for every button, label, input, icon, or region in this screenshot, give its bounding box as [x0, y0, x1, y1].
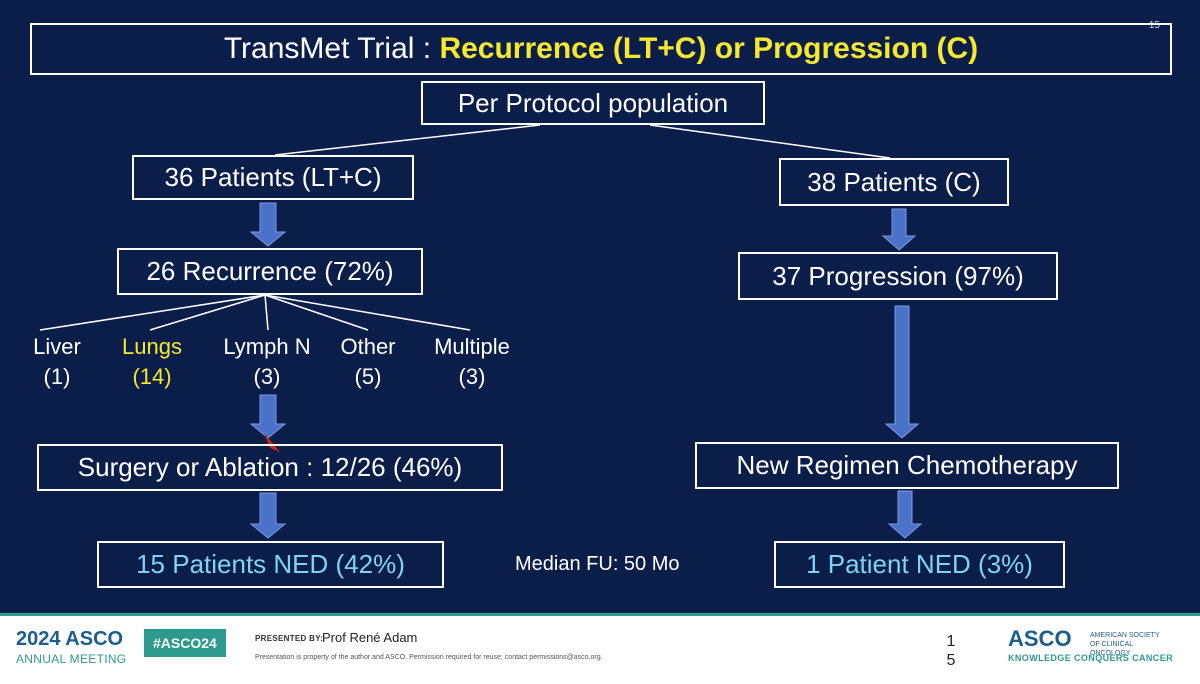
connector-liver: [39, 294, 266, 331]
pointer-cursor-icon: [264, 433, 280, 452]
site-other-count: (5): [354, 363, 382, 389]
title-prefix: TransMet Trial :: [223, 32, 440, 65]
site-multiple-count: (3): [458, 363, 486, 389]
site-lungs: Lungs (14): [112, 332, 192, 391]
site-multiple-name: Multiple: [434, 334, 510, 359]
connector-root-right: [649, 124, 891, 159]
progression-box: 37 Progression (97%): [738, 252, 1058, 300]
left-ned-box: 15 Patients NED (42%): [97, 541, 444, 588]
site-lungs-name: Lungs: [122, 334, 182, 359]
site-lungs-count: (14): [132, 363, 172, 389]
recurrence-box: 26 Recurrence (72%): [117, 248, 423, 295]
asco-meeting-year: 2024 ASCO: [16, 628, 124, 650]
society-name: AMERICAN SOCIETY OF CLINICAL ONCOLOGY: [1090, 632, 1160, 657]
site-lymph: Lymph N (3): [212, 332, 322, 391]
annual-meeting-label: ANNUAL MEETING: [16, 652, 127, 666]
page-number: 15: [946, 633, 956, 670]
arrow-patients-to-recurrence: [249, 202, 287, 247]
root-box: Per Protocol population: [421, 81, 765, 125]
connector-lymph: [264, 294, 269, 331]
site-liver-count: (1): [43, 363, 71, 389]
slide-canvas: 15 TransMet Trial : Recurrence (LT+C) or…: [0, 0, 1200, 613]
arrow-chemo-to-ned: [887, 490, 923, 539]
slide-number: 15: [1148, 20, 1160, 31]
arrow-patients-to-progression: [881, 208, 917, 251]
arrow-lymph-to-surgery: [249, 394, 287, 439]
connectors: [39, 124, 923, 539]
chemo-box: New Regimen Chemotherapy: [695, 442, 1119, 489]
connector-other: [264, 294, 369, 331]
footer: 2024 ASCO ANNUAL MEETING #ASCO24 PRESENT…: [0, 613, 1200, 684]
copyright-note: Presentation is property of the author a…: [255, 654, 603, 661]
arrow-surgery-to-ned: [249, 492, 287, 539]
site-other: Other (5): [330, 332, 406, 391]
site-multiple: Multiple (3): [422, 332, 522, 391]
hashtag-badge: #ASCO24: [144, 629, 226, 657]
connector-multiple: [264, 294, 471, 331]
right-ned-box: 1 Patient NED (3%): [774, 541, 1065, 588]
connector-lungs: [149, 294, 266, 331]
median-followup: Median FU: 50 Mo: [515, 553, 680, 575]
site-other-name: Other: [340, 334, 396, 359]
site-lymph-name: Lymph N: [223, 334, 311, 359]
site-liver-name: Liver: [33, 334, 81, 359]
presenter-name: Prof René Adam: [322, 630, 418, 645]
asco-logo: ASCO: [1008, 626, 1072, 651]
connector-root-left: [274, 124, 541, 156]
title-highlight: Recurrence (LT+C) or Progression (C): [439, 32, 979, 65]
title-box: TransMet Trial : Recurrence (LT+C) or Pr…: [30, 23, 1172, 75]
site-liver: Liver (1): [22, 332, 92, 391]
site-lymph-count: (3): [253, 363, 281, 389]
left-patients-box: 36 Patients (LT+C): [132, 155, 414, 200]
arrow-progression-to-chemo: [884, 305, 920, 439]
right-patients-box: 38 Patients (C): [779, 158, 1009, 206]
surgery-box: Surgery or Ablation : 12/26 (46%): [37, 444, 503, 491]
presented-by-label: PRESENTED BY:: [255, 634, 324, 643]
tagline: KNOWLEDGE CONQUERS CANCER: [1008, 653, 1174, 663]
